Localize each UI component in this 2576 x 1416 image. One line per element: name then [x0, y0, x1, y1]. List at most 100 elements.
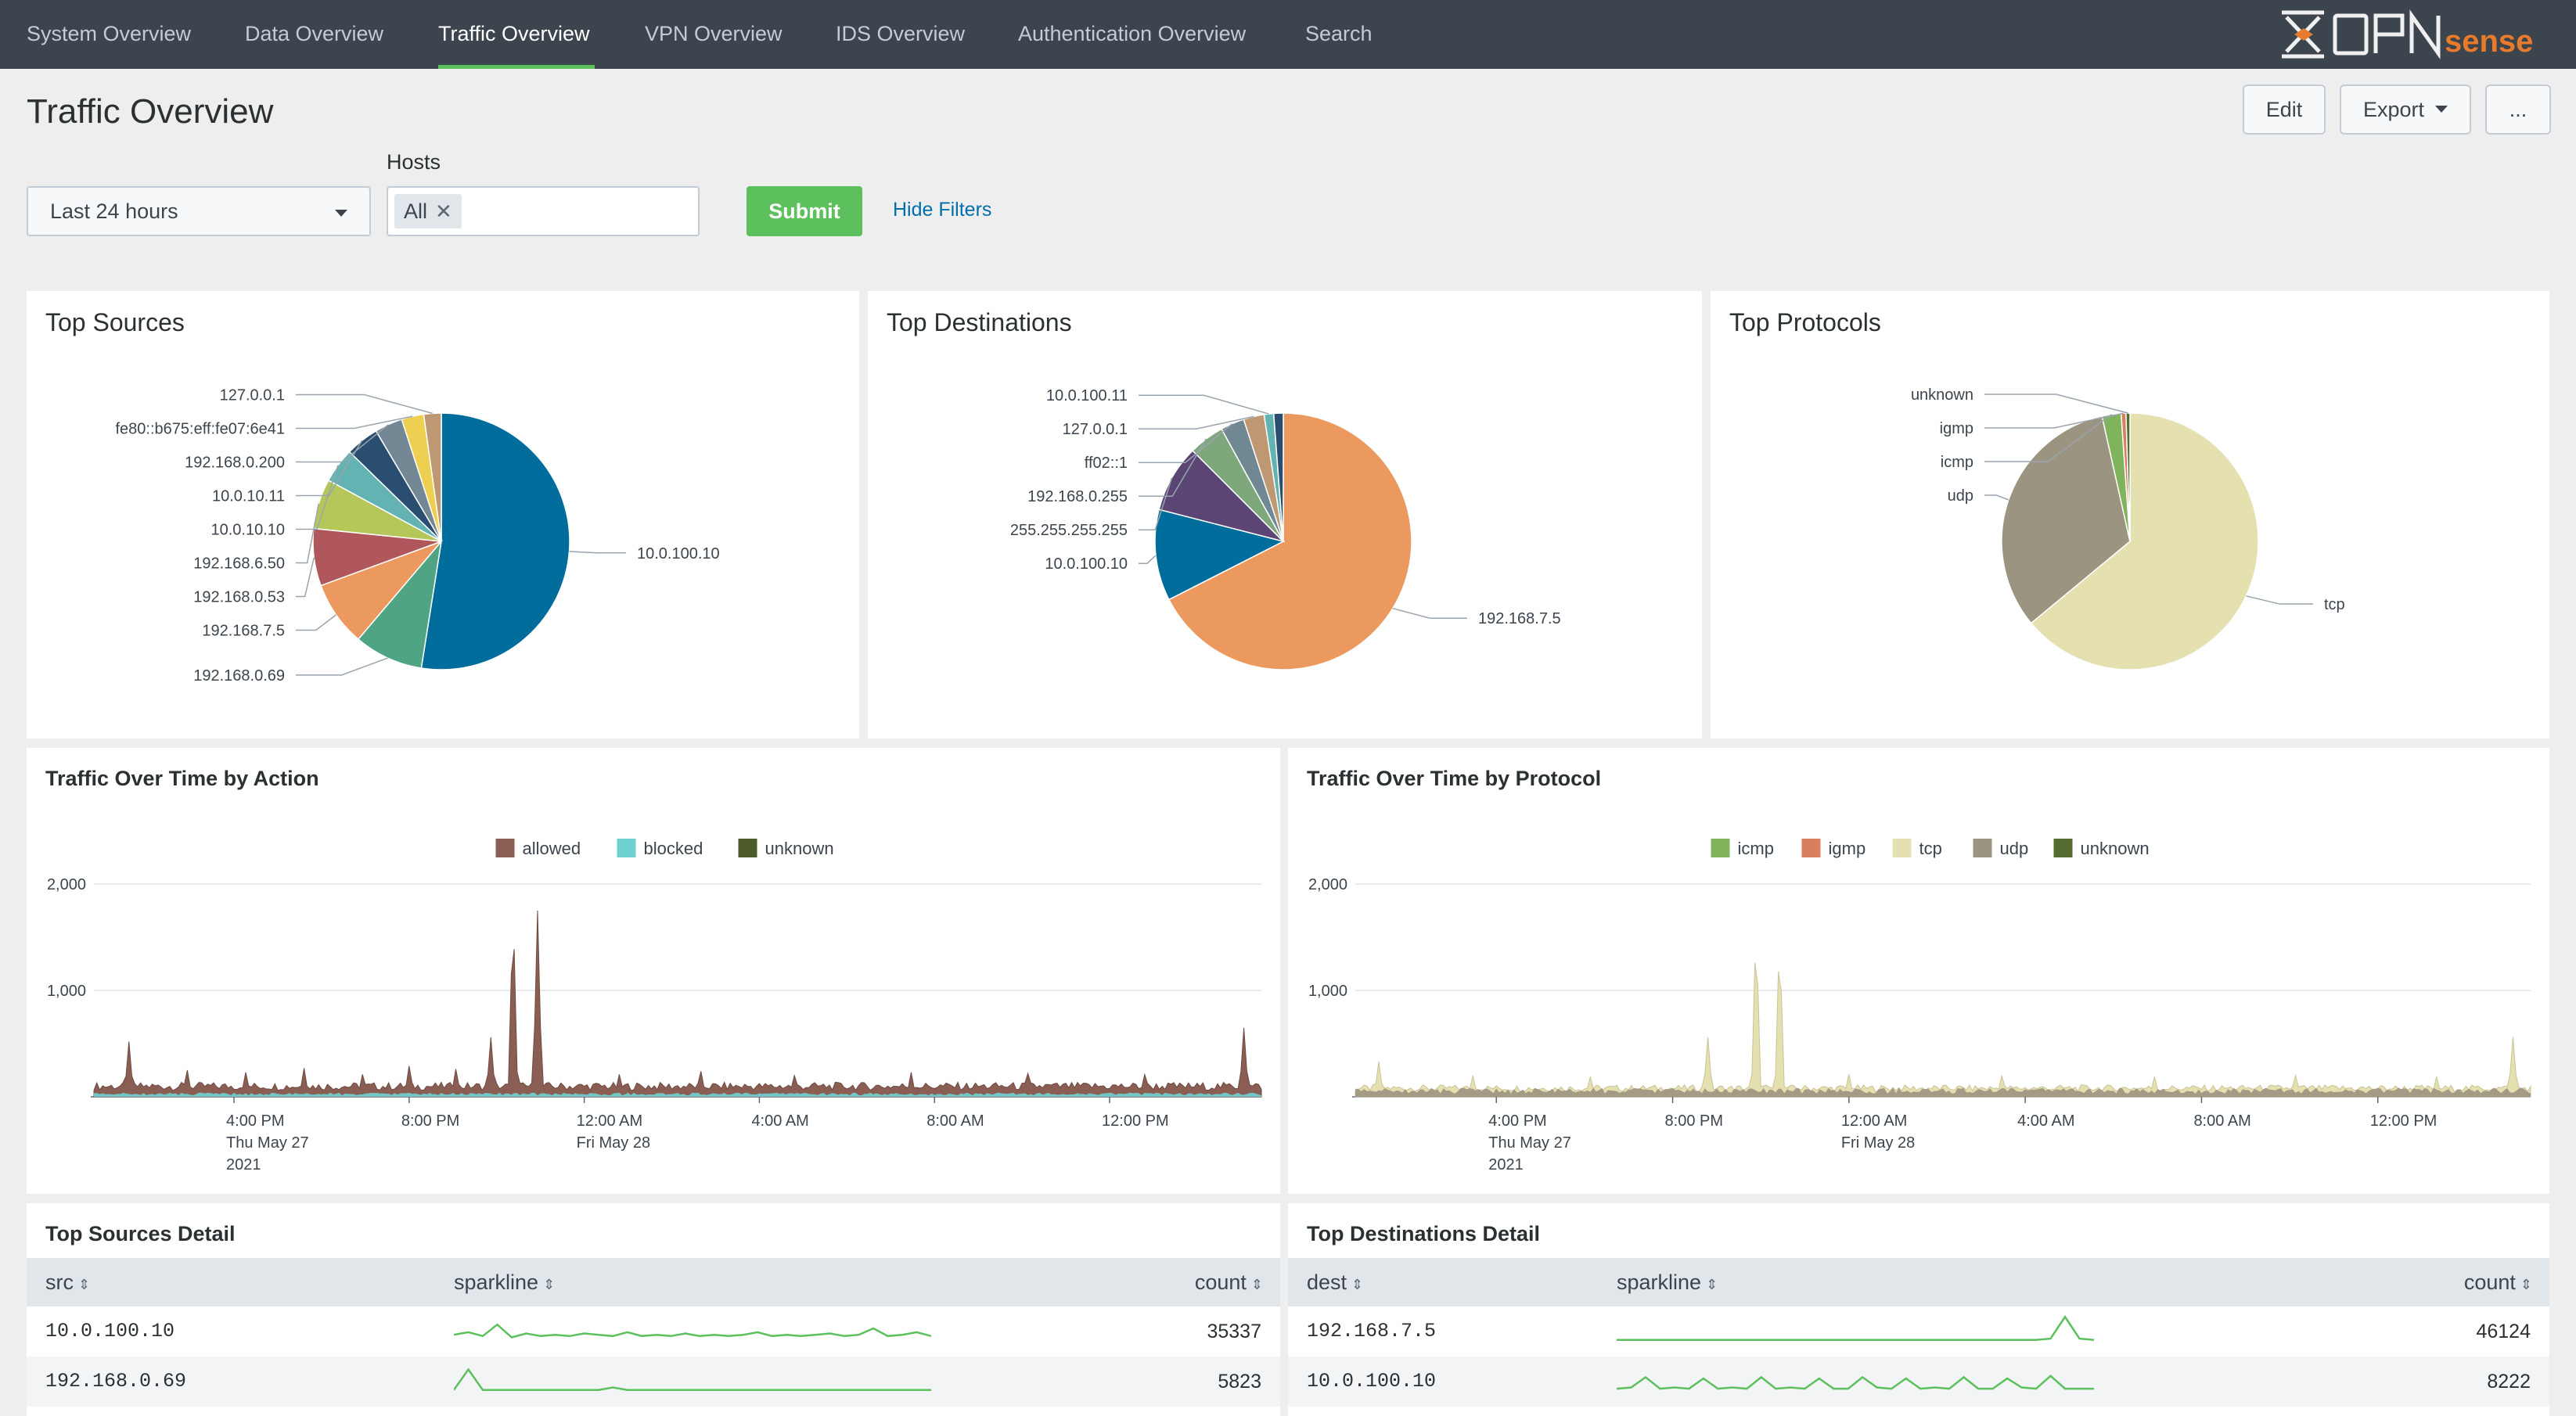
export-button-label: Export: [2362, 98, 2425, 121]
panel-title: Top Sources Detail: [45, 1222, 236, 1245]
table-row[interactable]: 10.0.100.10 8222: [1288, 1357, 2549, 1407]
column-header-count[interactable]: count ⇕: [2464, 1258, 2532, 1306]
table-row[interactable]: 10.0.100.10 35337: [27, 1306, 1280, 1357]
y-tick-label: 1,000: [47, 983, 86, 1000]
area-series-allowed: [93, 910, 1262, 1098]
pie-slice[interactable]: [1272, 412, 1284, 542]
legend-label[interactable]: unknown: [2081, 839, 2150, 858]
nav-system-overview[interactable]: System Overview: [27, 22, 192, 45]
hosts-chip: All ✕: [394, 194, 462, 228]
legend-label[interactable]: unknown: [765, 839, 834, 858]
x-tick-sublabel: Thu May 27: [1488, 1134, 1571, 1152]
time-range-select[interactable]: Last 24 hours: [27, 186, 371, 236]
sparkline-line: [454, 1323, 931, 1339]
hosts-input[interactable]: All ✕: [387, 186, 700, 236]
pie-slice-label: 192.168.0.200: [185, 454, 285, 471]
legend-swatch: [1711, 839, 1730, 857]
nav-authentication-overview[interactable]: Authentication Overview: [1018, 22, 1247, 45]
table-row[interactable]: 192.168.0.69 5823: [27, 1357, 1280, 1407]
column-header-label: sparkline: [1617, 1270, 1702, 1294]
pie-slice-label: 192.168.0.255: [1027, 488, 1128, 505]
sparkline-line: [454, 1367, 931, 1391]
src-cell: 10.0.100.10: [45, 1320, 175, 1342]
legend-swatch: [1892, 839, 1912, 857]
top-destinations-pie-chart: 192.168.7.5 10.0.100.11127.0.0.1ff02::119…: [1010, 387, 1561, 670]
traffic-by-action-chart: allowed blocked unknown 2,000 1,000 4:00 PM Th…: [47, 839, 1262, 1173]
nav-search[interactable]: Search: [1305, 22, 1373, 45]
sort-icon: ⇕: [543, 1277, 556, 1292]
nav-traffic-overview[interactable]: Traffic Overview: [438, 0, 595, 69]
count-cell: 35337: [1207, 1321, 1261, 1342]
column-header-sparkline[interactable]: sparkline ⇕: [1617, 1258, 1718, 1306]
pie-leader-line: [296, 415, 413, 429]
legend-swatch: [738, 839, 757, 857]
pie-slice-label: 10.0.100.10: [1045, 555, 1128, 573]
count-cell: 5823: [1218, 1371, 1261, 1393]
pie-leader-line: [1984, 494, 2009, 501]
x-tick-sublabel: 2021: [1488, 1156, 1524, 1173]
pie-leader-line: [1984, 414, 2112, 462]
column-header-label: count: [1194, 1270, 1247, 1294]
column-header-label: src: [45, 1270, 74, 1294]
legend-label[interactable]: icmp: [1738, 839, 1774, 858]
panel-title: Top Protocols: [1729, 308, 1881, 336]
top-destinations-detail-panel: Top Destinations Detail dest ⇕ sparkline ⇕…: [1288, 1203, 2549, 1416]
traffic-by-protocol-chart: icmp igmp tcp udp unknown 2,000 1,000 4:00 PM Th…: [1308, 839, 2531, 1173]
pie-leader-line: [296, 423, 389, 463]
x-tick-label: 4:00 PM: [1488, 1112, 1546, 1130]
pie-leader-line: [296, 557, 315, 598]
pie-leader-line: [1139, 415, 1254, 429]
more-actions-button[interactable]: ...: [2485, 84, 2551, 135]
pie-slice-label: 10.0.100.11: [1046, 387, 1128, 404]
x-tick-label: 8:00 AM: [926, 1112, 984, 1130]
column-header-count[interactable]: count ⇕: [1195, 1258, 1263, 1306]
sparkline-line: [1617, 1315, 2094, 1341]
pie-slice-label: 192.168.7.5: [1478, 610, 1561, 627]
area-series-blocked: [94, 1092, 1261, 1097]
sort-icon: ⇕: [2520, 1277, 2532, 1292]
pie-slice-label: 192.168.6.50: [193, 555, 285, 572]
sparkline: [1617, 1375, 2094, 1390]
pie-slice-label: igmp: [1940, 420, 1973, 437]
legend-label[interactable]: igmp: [1829, 839, 1866, 858]
panel-title: Top Sources: [45, 308, 185, 336]
submit-button[interactable]: Submit: [747, 186, 862, 236]
edit-button[interactable]: Edit: [2243, 84, 2326, 135]
x-tick-label: 4:00 PM: [226, 1112, 284, 1130]
hosts-label: Hosts: [387, 150, 441, 174]
nav-ids-overview[interactable]: IDS Overview: [836, 22, 966, 45]
legend-swatch: [617, 839, 636, 857]
table-row[interactable]: 192.168.7.5 46124: [1288, 1306, 2549, 1357]
export-button[interactable]: Export: [2340, 84, 2471, 135]
pie-leader-line: [296, 394, 433, 415]
count-cell: 46124: [2476, 1321, 2531, 1342]
pie-slice[interactable]: [420, 412, 570, 670]
remove-chip-icon[interactable]: ✕: [435, 199, 452, 223]
x-tick-sublabel: Thu May 27: [226, 1134, 309, 1152]
pie-slice[interactable]: [1154, 509, 1286, 601]
time-range-value: Last 24 hours: [50, 199, 178, 223]
sort-icon: ⇕: [1250, 1277, 1263, 1292]
legend-label[interactable]: udp: [2000, 839, 2029, 858]
pie-leader-line: [296, 465, 339, 530]
nav-vpn-overview[interactable]: VPN Overview: [645, 22, 783, 45]
traffic-by-protocol-panel: Traffic Over Time by Protocol icmp igmp tc…: [1288, 748, 2549, 1194]
y-tick-label: 2,000: [47, 876, 86, 893]
legend-label[interactable]: blocked: [644, 839, 703, 858]
pie-leader-line: [1139, 477, 1173, 530]
pie-slice[interactable]: [2001, 415, 2131, 624]
column-header-src[interactable]: src ⇕: [45, 1258, 90, 1306]
legend-label[interactable]: allowed: [523, 839, 581, 858]
dest-cell: 192.168.7.5: [1307, 1320, 1437, 1342]
top-sources-detail-panel: Top Sources Detail src ⇕ sparkline ⇕ count…: [27, 1203, 1280, 1416]
sort-icon: ⇕: [1351, 1277, 1364, 1292]
column-header-dest[interactable]: dest ⇕: [1307, 1258, 1363, 1306]
column-header-sparkline[interactable]: sparkline ⇕: [454, 1258, 555, 1306]
hide-filters-link[interactable]: Hide Filters: [893, 199, 992, 221]
legend-label[interactable]: tcp: [1919, 839, 1942, 858]
opnsense-logo[interactable]: sense: [2277, 6, 2543, 63]
nav-data-overview[interactable]: Data Overview: [245, 22, 384, 45]
pie-slice[interactable]: [357, 539, 443, 669]
pie-slice[interactable]: [2030, 412, 2259, 670]
pie-leader-line: [1139, 438, 1207, 497]
